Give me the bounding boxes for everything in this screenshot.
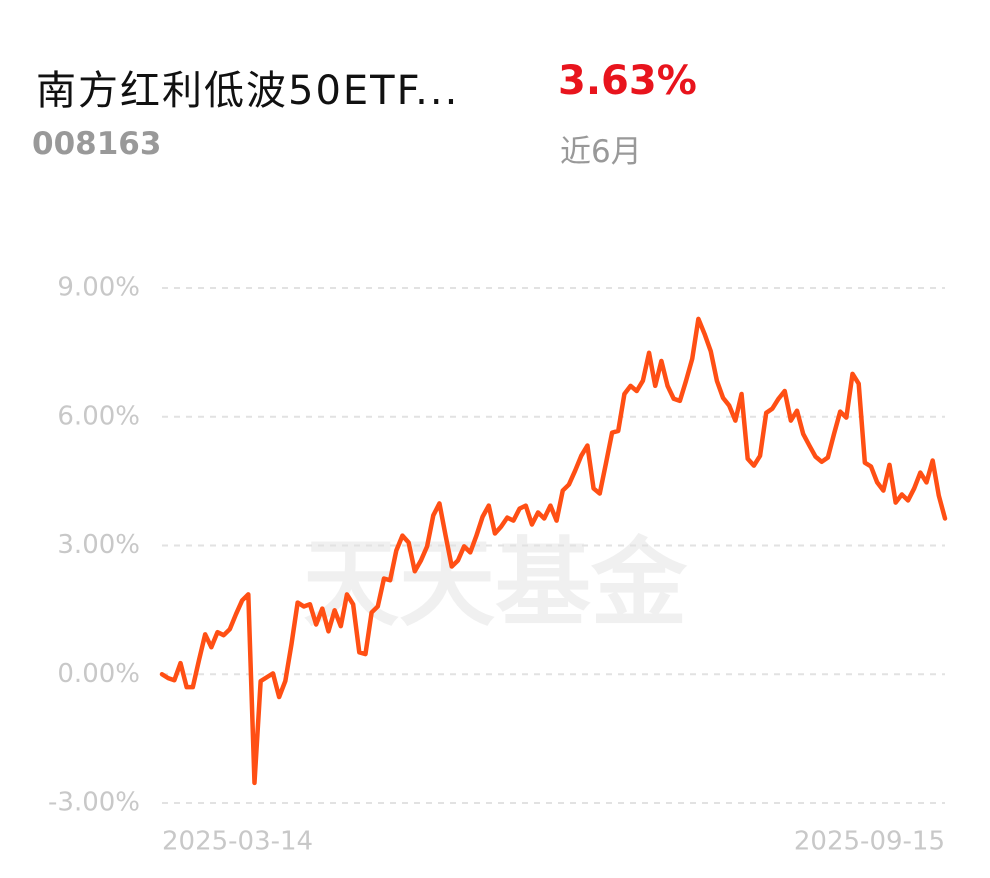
fund-code: 008163 [32,126,162,162]
period-label: 近6月 [560,134,642,170]
return-value: 3.63% [558,58,697,104]
fund-name[interactable]: 南方红利低波50ETF... [36,68,460,114]
y-tick-label: -3.00% [48,788,140,818]
x-tick-label: 2025-03-14 [162,827,313,857]
y-tick-label: 9.00% [57,273,140,303]
y-tick-label: 3.00% [57,530,140,560]
price-line [159,316,948,786]
y-tick-label: 6.00% [57,401,140,431]
watermark: 天天基金 [303,527,688,639]
y-tick-label: 0.00% [57,659,140,689]
x-tick-label: 2025-09-15 [794,827,945,857]
